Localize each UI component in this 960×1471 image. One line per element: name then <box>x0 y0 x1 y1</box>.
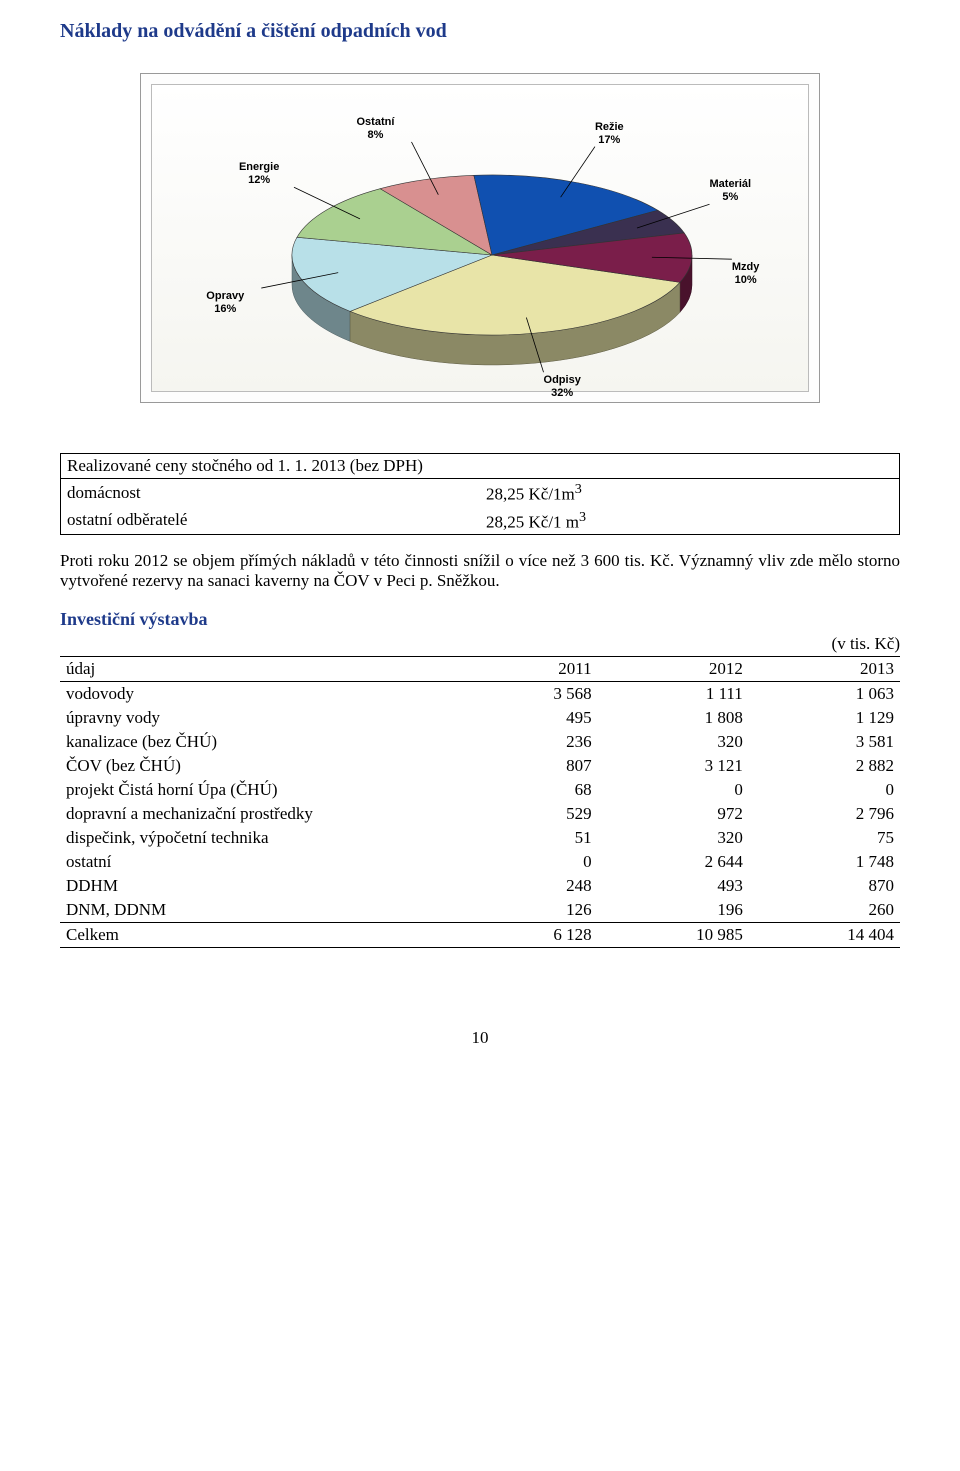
row-value: 260 <box>749 898 900 923</box>
total-value: 10 985 <box>598 923 749 948</box>
row-label: vodovody <box>60 682 446 707</box>
investment-heading: Investiční výstavba <box>60 609 900 630</box>
investment-col-header: 2012 <box>598 657 749 682</box>
row-value: 493 <box>598 874 749 898</box>
investment-col-header: 2011 <box>446 657 597 682</box>
row-value: 1 111 <box>598 682 749 707</box>
pie-slice-label: Ostatní8% <box>356 116 394 142</box>
row-label: DDHM <box>60 874 446 898</box>
table-row: dispečink, výpočetní technika5132075 <box>60 826 900 850</box>
page-number: 10 <box>60 1028 900 1048</box>
pie-slice-label: Mzdy10% <box>732 261 760 287</box>
table-row: vodovody3 5681 1111 063 <box>60 682 900 707</box>
row-value: 126 <box>446 898 597 923</box>
price-row-value: 28,25 Kč/1m3 <box>480 479 900 507</box>
table-row: ČOV (bez ČHÚ)8073 1212 882 <box>60 754 900 778</box>
row-label: ostatní <box>60 850 446 874</box>
row-value: 0 <box>749 778 900 802</box>
price-row-label: ostatní odběratelé <box>61 507 481 535</box>
row-value: 2 882 <box>749 754 900 778</box>
row-value: 495 <box>446 706 597 730</box>
investment-table: údaj201120122013 vodovody3 5681 1111 063… <box>60 656 900 948</box>
pie-chart-svg <box>152 85 812 385</box>
pie-slice-label: Materiál5% <box>710 178 752 204</box>
row-value: 1 063 <box>749 682 900 707</box>
table-row: kanalizace (bez ČHÚ)2363203 581 <box>60 730 900 754</box>
row-value: 236 <box>446 730 597 754</box>
row-value: 320 <box>598 730 749 754</box>
pie-slice-label: Energie12% <box>239 161 279 187</box>
price-row-value: 28,25 Kč/1 m3 <box>480 507 900 535</box>
row-value: 3 568 <box>446 682 597 707</box>
row-value: 0 <box>446 850 597 874</box>
row-value: 75 <box>749 826 900 850</box>
row-label: kanalizace (bez ČHÚ) <box>60 730 446 754</box>
pie-chart-inner: Odpisy32%Opravy16%Energie12%Ostatní8%Rež… <box>151 84 809 392</box>
pie-chart-container: Odpisy32% Opravy16% Energie12% Ostatní8% Rež… <box>140 73 820 403</box>
table-row: DNM, DDNM126196260 <box>60 898 900 923</box>
row-value: 972 <box>598 802 749 826</box>
row-value: 1 808 <box>598 706 749 730</box>
row-label: dopravní a mechanizační prostředky <box>60 802 446 826</box>
row-value: 68 <box>446 778 597 802</box>
row-value: 3 121 <box>598 754 749 778</box>
table-row: projekt Čistá horní Úpa (ČHÚ)6800 <box>60 778 900 802</box>
row-label: dispečink, výpočetní technika <box>60 826 446 850</box>
row-value: 0 <box>598 778 749 802</box>
row-label: projekt Čistá horní Úpa (ČHÚ) <box>60 778 446 802</box>
row-value: 1 748 <box>749 850 900 874</box>
page-title: Náklady na odvádění a čištění odpadních … <box>60 20 900 43</box>
row-value: 51 <box>446 826 597 850</box>
row-value: 3 581 <box>749 730 900 754</box>
total-value: 6 128 <box>446 923 597 948</box>
pie-slice-label: Režie17% <box>595 121 624 147</box>
row-value: 196 <box>598 898 749 923</box>
price-row-label: domácnost <box>61 479 481 507</box>
row-label: DNM, DDNM <box>60 898 446 923</box>
price-table: Realizované ceny stočného od 1. 1. 2013 … <box>60 453 900 535</box>
body-paragraph: Proti roku 2012 se objem přímých nákladů… <box>60 551 900 591</box>
row-value: 248 <box>446 874 597 898</box>
total-value: 14 404 <box>749 923 900 948</box>
pie-slice-label: Opravy16% <box>206 290 244 316</box>
row-value: 320 <box>598 826 749 850</box>
row-value: 2 796 <box>749 802 900 826</box>
row-label: úpravny vody <box>60 706 446 730</box>
table-row: úpravny vody4951 8081 129 <box>60 706 900 730</box>
row-value: 870 <box>749 874 900 898</box>
row-label: ČOV (bez ČHÚ) <box>60 754 446 778</box>
total-label: Celkem <box>60 923 446 948</box>
row-value: 1 129 <box>749 706 900 730</box>
investment-unit: (v tis. Kč) <box>60 634 900 654</box>
pie-slice-label: Odpisy32% <box>544 374 581 400</box>
investment-col-header: 2013 <box>749 657 900 682</box>
row-value: 807 <box>446 754 597 778</box>
investment-col-header: údaj <box>60 657 446 682</box>
row-value: 529 <box>446 802 597 826</box>
row-value: 2 644 <box>598 850 749 874</box>
table-row: DDHM248493870 <box>60 874 900 898</box>
price-table-header: Realizované ceny stočného od 1. 1. 2013 … <box>61 454 900 479</box>
table-row: dopravní a mechanizační prostředky529972… <box>60 802 900 826</box>
table-row: ostatní02 6441 748 <box>60 850 900 874</box>
